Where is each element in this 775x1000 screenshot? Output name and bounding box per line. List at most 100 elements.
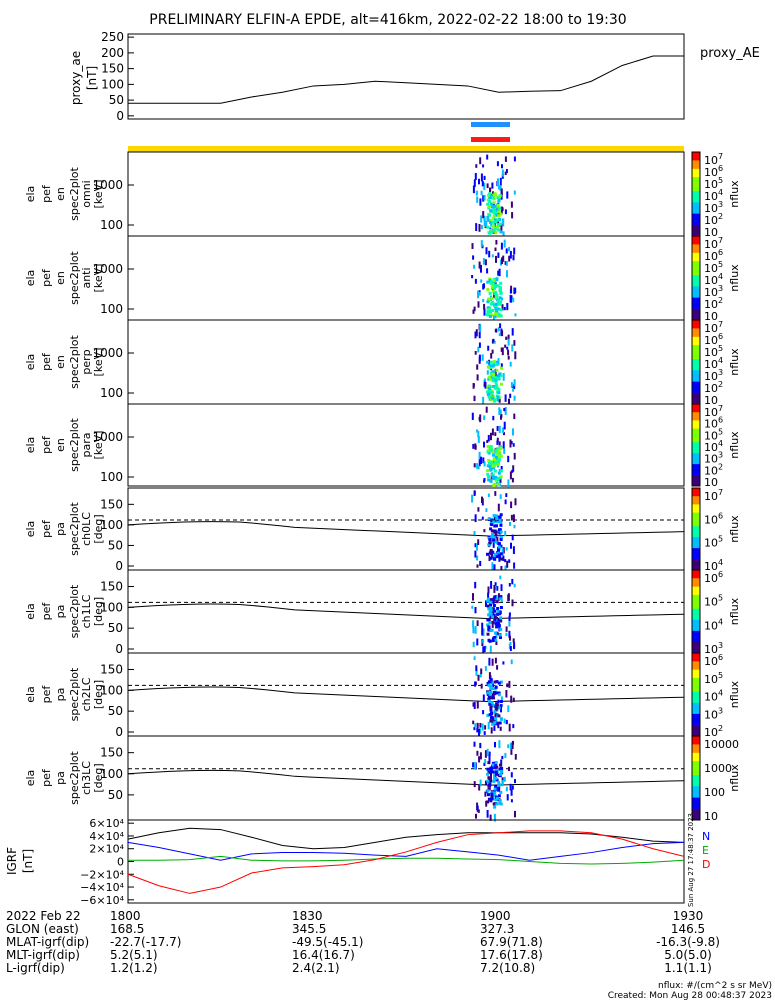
flux-core-pixel xyxy=(486,393,490,396)
colorbar-tick-label: 104 xyxy=(704,188,723,203)
flux-pixel xyxy=(477,809,480,813)
flux-pixel xyxy=(474,762,477,770)
flux-pixel xyxy=(504,344,507,348)
flux-pixel xyxy=(510,695,513,703)
flux-core-pixel xyxy=(497,214,501,218)
flux-core-pixel xyxy=(491,396,495,400)
flux-core-pixel xyxy=(487,200,491,203)
flux-core-pixel xyxy=(493,463,497,467)
colorbar-segment xyxy=(692,730,700,734)
flux-pixel xyxy=(504,565,507,573)
colorbar-segment xyxy=(692,556,700,560)
colorbar-segment xyxy=(692,578,700,582)
flux-pixel xyxy=(510,747,513,755)
colorbar-segment xyxy=(692,614,700,618)
colorbar-segment xyxy=(692,783,700,787)
legend-proxy-ae: proxy_AE xyxy=(700,46,760,61)
flux-core-pixel xyxy=(490,519,494,522)
flux-pixel xyxy=(479,673,482,678)
flux-pixel xyxy=(484,759,487,764)
colorbar-tick-label: 106 xyxy=(704,164,723,179)
flux-core-pixel xyxy=(495,802,499,806)
flux-pixel xyxy=(485,600,487,607)
footer-row-label: GLON (east) xyxy=(6,922,79,936)
flux-pixel xyxy=(513,156,516,162)
flux-core-pixel xyxy=(487,377,491,381)
flux-core-pixel xyxy=(492,466,496,470)
flux-core-pixel xyxy=(499,700,503,703)
flux-pixel xyxy=(512,388,515,392)
flux-core-pixel xyxy=(498,633,502,637)
colorbar-segment xyxy=(692,255,700,259)
colorbar: 107 106 105 104 nflux xyxy=(691,487,741,573)
flux-pixel xyxy=(501,304,504,311)
flux-pixel xyxy=(496,586,499,591)
colorbar-segment xyxy=(692,755,700,759)
ytick-label: −6×10⁴ xyxy=(80,894,124,907)
flux-pixel xyxy=(472,702,475,707)
flux-pixel xyxy=(500,347,503,352)
flux-core-pixel xyxy=(498,288,502,292)
flux-pixel xyxy=(474,543,477,548)
flux-pixel xyxy=(480,215,483,223)
flux-core-pixel xyxy=(495,691,499,695)
colorbar-segment xyxy=(692,727,700,731)
colorbar-segment xyxy=(692,518,700,522)
flux-core-pixel xyxy=(491,639,495,643)
flux-core-pixel xyxy=(499,636,502,639)
flux-core-pixel xyxy=(492,194,496,198)
colorbar-tick-label: 105 xyxy=(704,594,723,609)
flux-core-pixel xyxy=(495,702,499,706)
flux-core-pixel xyxy=(486,309,490,313)
flux-core-pixel xyxy=(495,452,499,456)
colorbar-segment xyxy=(692,306,700,310)
colorbar-segment xyxy=(692,469,700,473)
flux-pixel xyxy=(506,794,509,801)
flux-pixel xyxy=(508,583,511,587)
ylabel-word: ela xyxy=(24,437,37,454)
flux-pixel xyxy=(509,641,512,645)
colorbar-tick-label: 107 xyxy=(704,236,723,251)
colorbar-segment xyxy=(692,177,700,181)
flux-core-pixel xyxy=(493,192,497,196)
footer-cell: 345.5 xyxy=(292,922,326,936)
flux-core-pixel xyxy=(493,618,497,622)
flux-core-pixel xyxy=(491,379,495,383)
proxy-ae-line xyxy=(128,55,684,104)
ylabel-word: pa xyxy=(54,522,67,536)
flux-pixel xyxy=(500,223,503,231)
flux-pixel xyxy=(496,665,499,670)
panel-frame xyxy=(127,151,685,237)
flux-pixel xyxy=(509,294,512,303)
ylabel-word: pef xyxy=(40,352,53,371)
colorbar-segment xyxy=(692,716,700,720)
flux-pixel xyxy=(487,586,490,594)
flux-core-pixel xyxy=(496,520,500,524)
flux-core-pixel xyxy=(491,462,495,466)
colorbar-segment xyxy=(692,241,700,245)
flux-core-pixel xyxy=(489,603,492,607)
flux-core-pixel xyxy=(489,708,493,712)
flux-pixel xyxy=(495,240,498,245)
flux-core-pixel xyxy=(486,360,490,364)
flux-pixel xyxy=(474,723,477,728)
flux-pixel xyxy=(503,421,506,430)
colorbar-segment xyxy=(692,677,700,682)
flux-pixel xyxy=(475,329,478,337)
flux-pixel xyxy=(476,555,479,561)
flux-pixel xyxy=(510,772,513,778)
flux-pixel xyxy=(472,720,475,725)
footer-cell: 16.4(16.7) xyxy=(292,948,355,962)
colorbar-segment xyxy=(692,498,700,503)
flux-core-pixel xyxy=(491,224,495,228)
flux-pixel xyxy=(507,334,510,341)
flux-core-pixel xyxy=(499,523,503,527)
flux-pixel xyxy=(512,297,515,303)
colorbar-segment xyxy=(692,395,700,399)
colorbar-segment xyxy=(692,504,700,508)
colorbar-segment xyxy=(692,697,700,701)
colorbar-segment xyxy=(692,314,700,318)
